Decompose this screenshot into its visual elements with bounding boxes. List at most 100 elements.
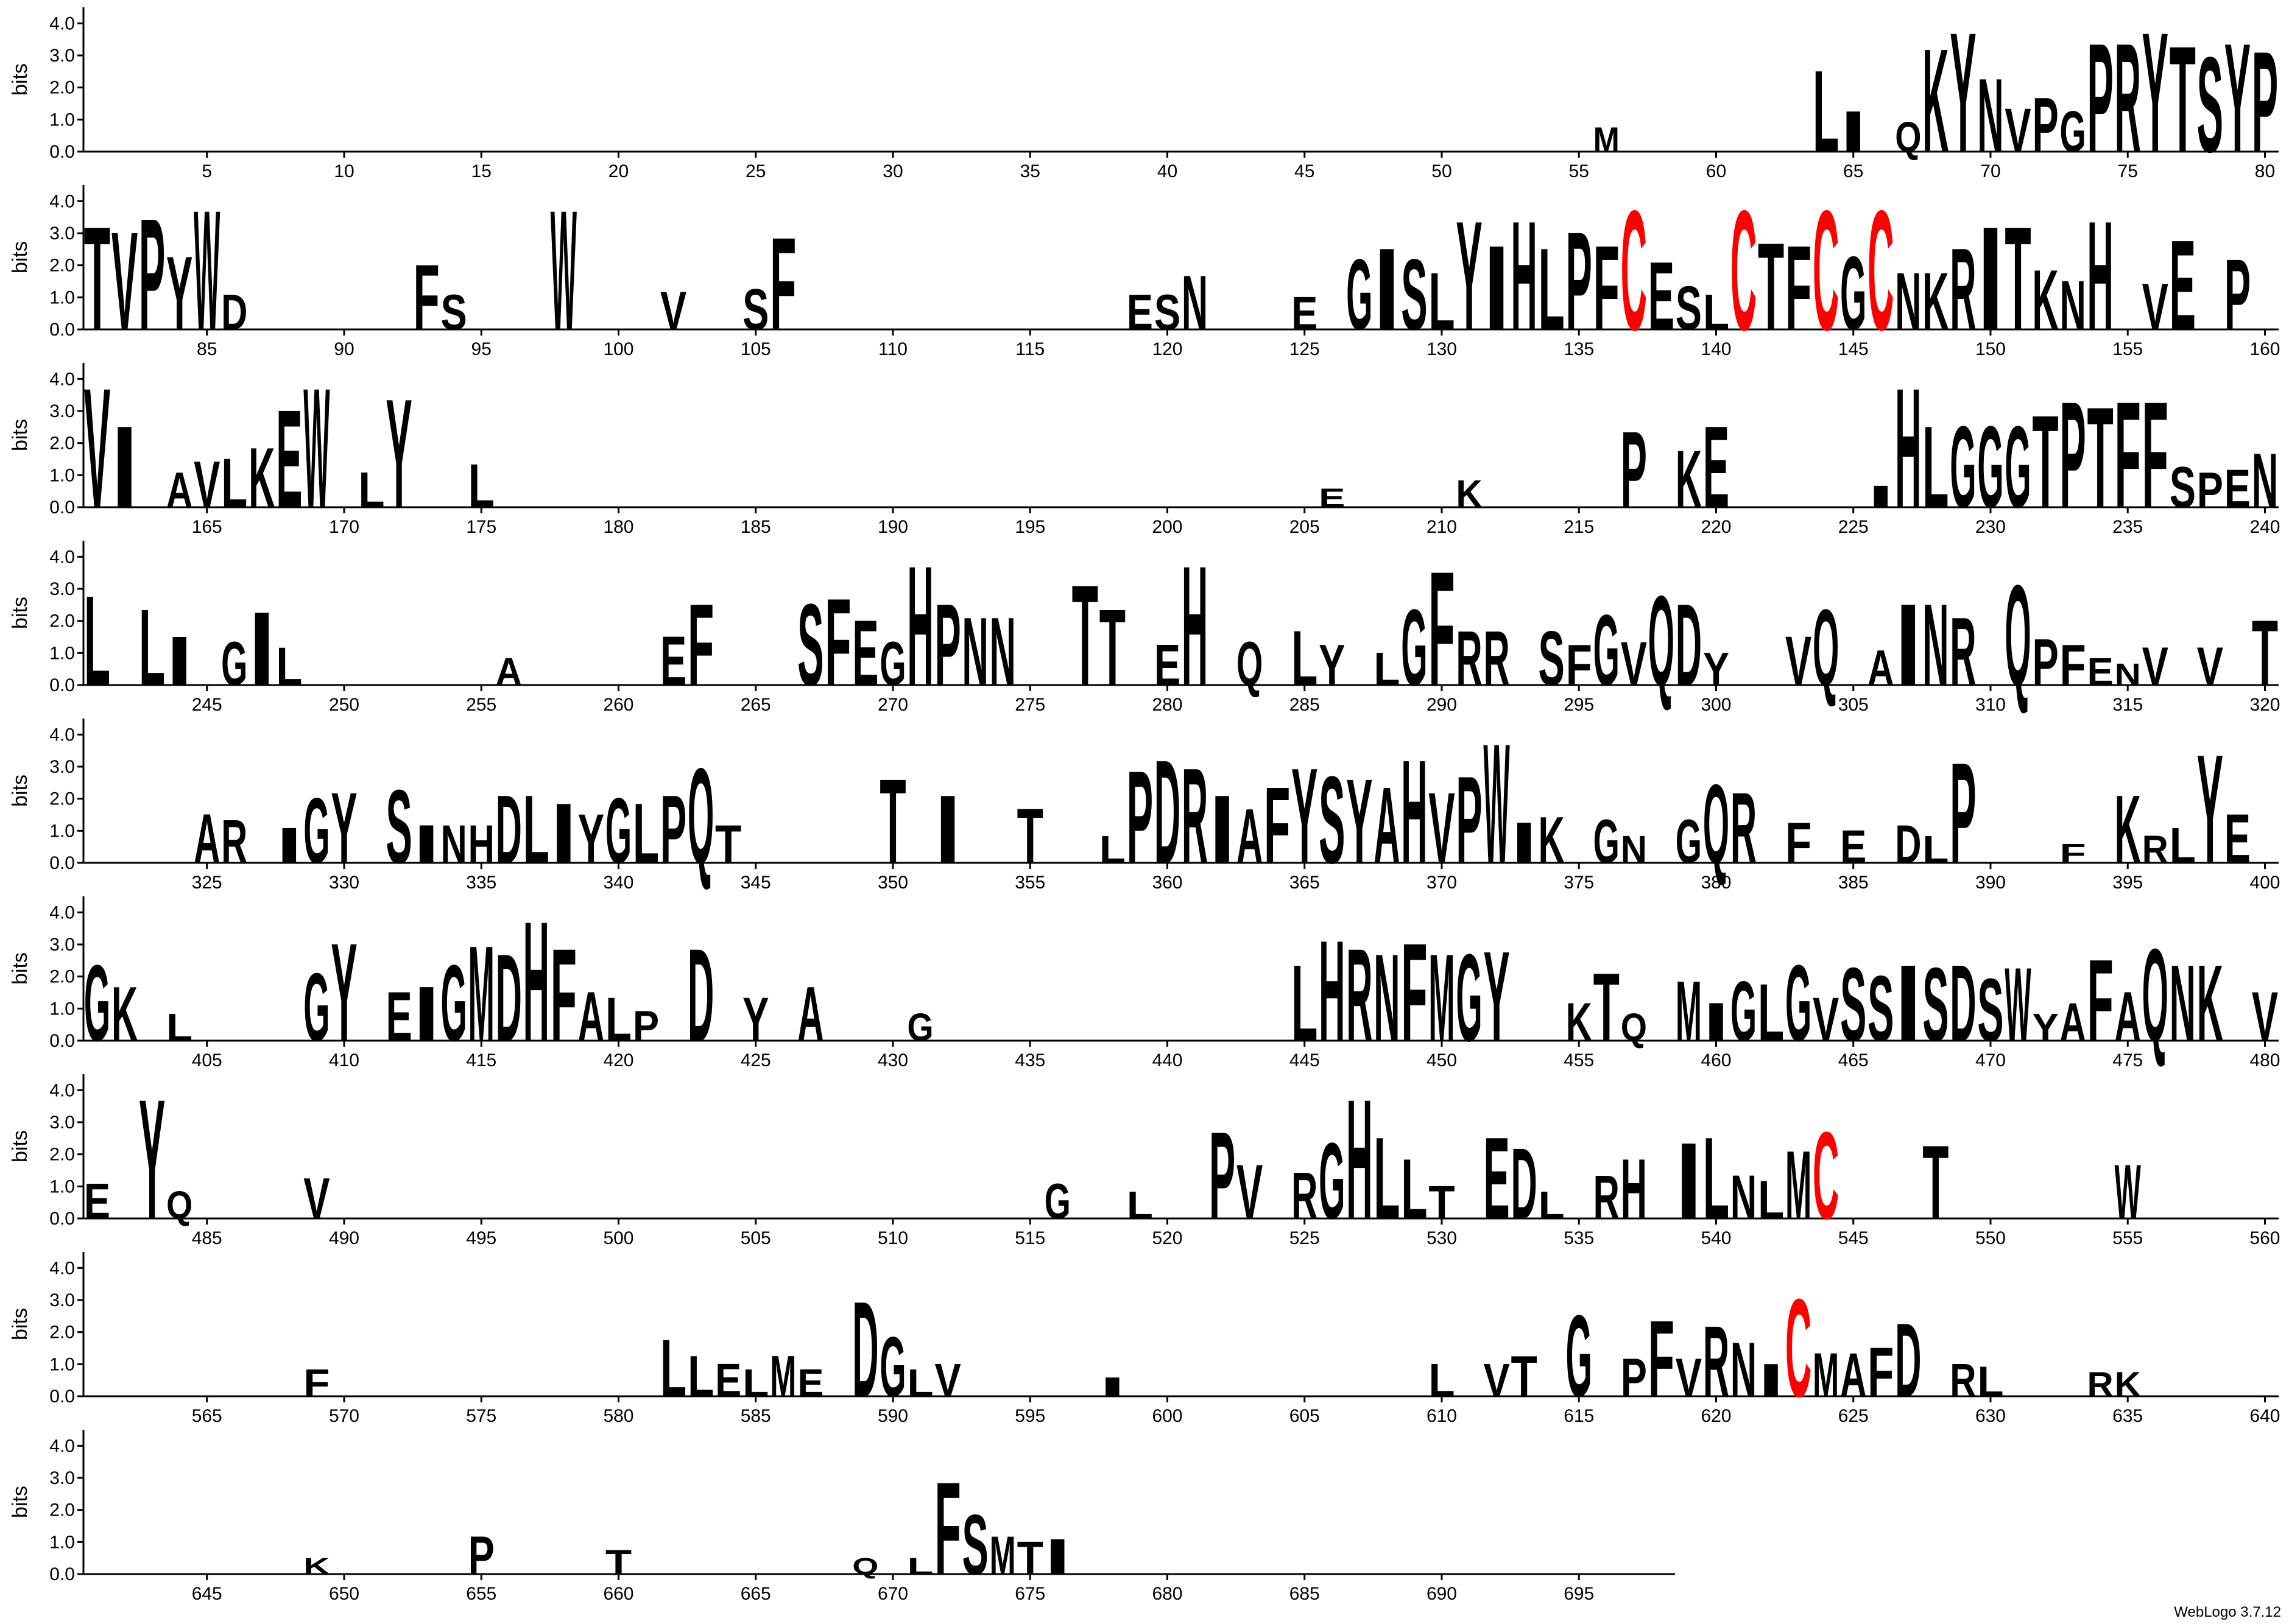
x-tick-label: 275 bbox=[1015, 695, 1045, 715]
logo-letter: S bbox=[742, 278, 769, 343]
x-tick-label: 445 bbox=[1289, 1050, 1320, 1070]
letter-stack: M bbox=[468, 918, 495, 1070]
logo-letter: L bbox=[688, 1344, 714, 1409]
letter-stack: P bbox=[2060, 370, 2086, 540]
y-tick-label: 3.0 bbox=[49, 223, 75, 244]
logo-letter: V bbox=[303, 1167, 330, 1232]
letter-stack: Y bbox=[2142, 0, 2168, 189]
x-tick-label: 90 bbox=[334, 339, 354, 359]
x-tick-label: 310 bbox=[1975, 695, 2006, 715]
letter-stack: N bbox=[1895, 256, 1921, 347]
logo-letter: R bbox=[2087, 1365, 2114, 1404]
logo-letter: R bbox=[1593, 1162, 1620, 1232]
logo-letter: M bbox=[1676, 964, 1702, 1060]
letter-stack: S bbox=[386, 768, 412, 885]
letter-stack: L bbox=[1758, 1170, 1784, 1231]
logo-letter: G bbox=[1456, 927, 1482, 1067]
logo-letter: S bbox=[2197, 29, 2223, 181]
logo-letter: E bbox=[1703, 403, 1729, 533]
logo-letter: F bbox=[2115, 370, 2141, 540]
letter-stack: I bbox=[551, 786, 577, 881]
letter-stack: T bbox=[84, 195, 110, 361]
x-tick-label: 485 bbox=[192, 1228, 222, 1248]
logo-letter: K bbox=[1566, 992, 1592, 1053]
y-tick-label: 4.0 bbox=[49, 191, 75, 211]
letter-stack: C bbox=[1813, 175, 1839, 367]
letter-stack: M bbox=[990, 1526, 1016, 1586]
logo-letter: L bbox=[139, 586, 165, 708]
logo-letter: D bbox=[221, 285, 247, 341]
letter-stack: R bbox=[2115, 12, 2141, 185]
logo-letter: Q bbox=[2142, 921, 2168, 1069]
letter-stack: D bbox=[496, 928, 522, 1067]
letter-stack: E bbox=[1319, 483, 1345, 513]
letter-stack: N bbox=[1374, 928, 1400, 1067]
logo-letter: D bbox=[1950, 943, 1976, 1064]
logo-letter: Y bbox=[331, 772, 357, 885]
letter-stack: C bbox=[1868, 175, 1894, 367]
x-tick-label: 580 bbox=[603, 1406, 633, 1426]
x-tick-label: 40 bbox=[1157, 161, 1177, 181]
logo-letter: V bbox=[84, 353, 110, 544]
x-tick-label: 20 bbox=[608, 161, 629, 181]
x-tick-label: 690 bbox=[1427, 1584, 1457, 1604]
letter-stack: F bbox=[825, 574, 851, 712]
letter-stack: N bbox=[2115, 657, 2141, 692]
logo-letter: L bbox=[907, 1362, 933, 1405]
logo-letter: K bbox=[1922, 256, 1949, 347]
letter-stack: E bbox=[1840, 821, 1866, 873]
logo-letter: T bbox=[605, 1542, 632, 1581]
logo-letter: T bbox=[1017, 1531, 1043, 1584]
y-tick-label: 3.0 bbox=[49, 1290, 75, 1310]
logo-letter: Q bbox=[1648, 569, 1674, 712]
logo-letter: E bbox=[2170, 214, 2196, 357]
logo-letter: L bbox=[1758, 1170, 1784, 1231]
letter-stack: V bbox=[303, 1167, 330, 1232]
logo-letter: Y bbox=[2197, 723, 2223, 896]
letter-stack: Y bbox=[386, 367, 412, 541]
x-tick-label: 390 bbox=[1975, 873, 2006, 893]
letter-stack: F bbox=[688, 579, 714, 710]
logo-letter: F bbox=[2142, 370, 2168, 540]
letter-stack: V bbox=[2197, 636, 2223, 697]
letter-stack: K bbox=[249, 430, 275, 526]
logo-letter: Y bbox=[2032, 1005, 2058, 1049]
logo-letter: K bbox=[2115, 1365, 2141, 1404]
letter-stack: P bbox=[2032, 82, 2058, 168]
letter-stack: Y bbox=[331, 914, 357, 1070]
y-tick-label: 3.0 bbox=[49, 401, 75, 421]
logo-letter: L bbox=[166, 1006, 192, 1049]
logo-letter: M bbox=[468, 918, 495, 1070]
logo-letter: N bbox=[2115, 657, 2141, 692]
x-tick-label: 420 bbox=[603, 1050, 633, 1070]
logo-letter: P bbox=[468, 1525, 495, 1586]
logo-letter: H bbox=[1319, 910, 1345, 1072]
logo-letter: I bbox=[1099, 1372, 1126, 1402]
letter-stack: L bbox=[1922, 401, 1949, 532]
logo-letter: R bbox=[1456, 616, 1482, 702]
logo-letter: F bbox=[2060, 838, 2086, 869]
letter-stack: A bbox=[496, 650, 522, 694]
logo-letter: K bbox=[1676, 434, 1702, 525]
x-tick-label: 670 bbox=[878, 1584, 908, 1604]
y-tick-label: 4.0 bbox=[49, 13, 75, 33]
x-tick-label: 505 bbox=[741, 1228, 771, 1248]
logo-letter: G bbox=[84, 943, 110, 1064]
logo-letter: I bbox=[1374, 224, 1400, 354]
x-tick-label: 115 bbox=[1015, 339, 1045, 359]
x-tick-label: 515 bbox=[1015, 1228, 1045, 1248]
logo-letter: N bbox=[1730, 1327, 1757, 1413]
letter-stack: F bbox=[2060, 633, 2086, 698]
y-axis-label: bits bbox=[9, 1130, 32, 1162]
letter-stack: L bbox=[1703, 284, 1729, 341]
y-tick-label: 0.0 bbox=[49, 320, 75, 340]
x-tick-label: 125 bbox=[1289, 339, 1320, 359]
logo-letter: Q bbox=[166, 1183, 192, 1226]
letter-stack: F bbox=[1593, 221, 1620, 356]
logo-letter: E bbox=[386, 978, 412, 1056]
x-tick-label: 210 bbox=[1427, 517, 1457, 537]
letter-stack: E bbox=[1154, 633, 1180, 698]
logo-letter: D bbox=[1511, 1128, 1537, 1240]
letter-stack: I bbox=[249, 590, 275, 708]
